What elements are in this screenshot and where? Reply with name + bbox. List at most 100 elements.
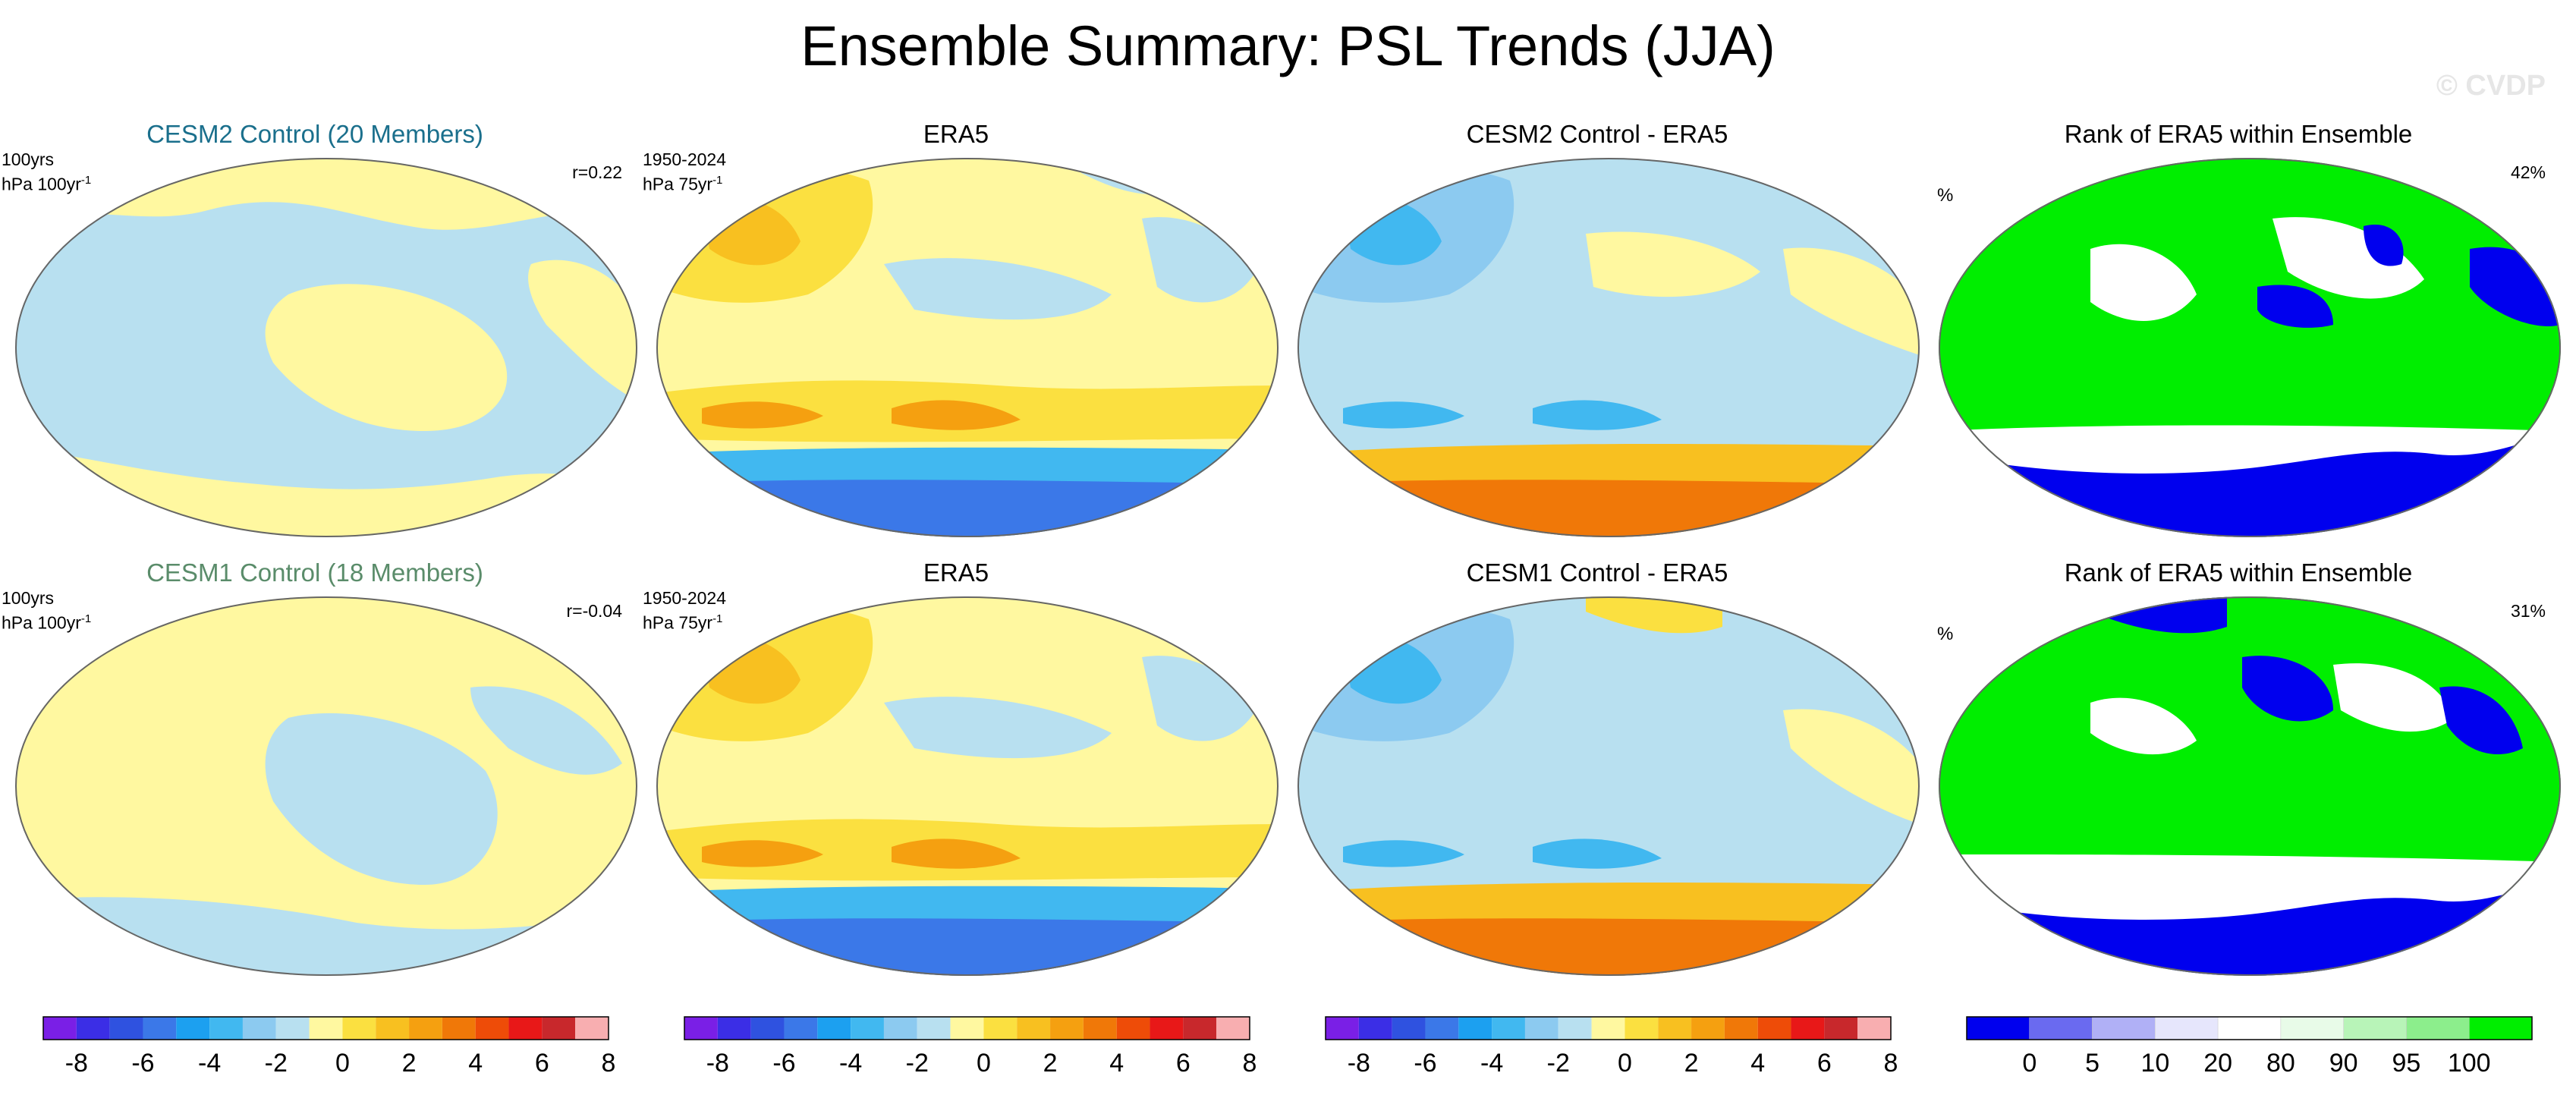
positive-trend-region bbox=[528, 260, 637, 401]
units-label: % bbox=[1937, 624, 1954, 644]
units-label: hPa 100yr-1 bbox=[2, 612, 92, 633]
colorbar-tick-label: -2 bbox=[1547, 1049, 1570, 1076]
positive-trend-region bbox=[1297, 480, 1920, 537]
left-label: 1950-2024 hPa 75yr-1 bbox=[643, 587, 726, 634]
colorbar-swatch bbox=[883, 1017, 917, 1040]
colorbar-swatch bbox=[950, 1017, 984, 1040]
colorbar-swatch bbox=[1116, 1017, 1150, 1040]
panel-title: CESM2 Control (20 Members) bbox=[146, 120, 483, 148]
colorbar-tick-label: 2 bbox=[402, 1049, 417, 1076]
colorbar-swatch bbox=[1857, 1017, 1891, 1040]
panel-title: CESM1 Control (18 Members) bbox=[146, 559, 483, 587]
colorbar-swatch bbox=[409, 1017, 442, 1040]
colorbar-swatch bbox=[1326, 1017, 1359, 1040]
colorbar-swatch bbox=[2343, 1016, 2407, 1040]
colorbar-tick-label: -6 bbox=[1414, 1049, 1436, 1076]
colorbar-swatch bbox=[1216, 1017, 1250, 1040]
rank-region bbox=[2364, 225, 2404, 266]
colorbar-swatch bbox=[917, 1017, 951, 1040]
colorbar-swatch bbox=[717, 1017, 751, 1040]
colorbar-swatch bbox=[109, 1017, 143, 1040]
colorbar-tick-label: -6 bbox=[772, 1049, 795, 1076]
colorbar-tick-label: -8 bbox=[706, 1049, 729, 1076]
colorbar-swatch bbox=[2029, 1016, 2093, 1040]
colorbar-svg: -8 -6 -4 -2 0 2 4 6 8 bbox=[1325, 1016, 1898, 1078]
colorbar-swatch bbox=[1558, 1017, 1592, 1040]
colorbar-svg: 0 5 10 20 80 90 95 100 bbox=[1966, 1016, 2533, 1078]
colorbar-swatch bbox=[1625, 1017, 1659, 1040]
panel-row1-diff: CESM2 Control - ERA5 bbox=[1282, 120, 1920, 537]
colorbar-swatch bbox=[2092, 1016, 2156, 1040]
colorbar-tick-label: 6 bbox=[535, 1049, 549, 1076]
colorbar-swatch bbox=[1966, 1016, 2030, 1040]
rank-region bbox=[2272, 217, 2424, 299]
colorbar-swatch bbox=[176, 1017, 210, 1040]
colorbar-tick-label: 8 bbox=[1243, 1049, 1257, 1076]
colorbar-svg: -8 -6 -4 -2 0 2 4 6 8 bbox=[42, 1016, 615, 1078]
colorbar-tick-label: -8 bbox=[65, 1049, 88, 1076]
colorbar-swatch bbox=[1083, 1017, 1117, 1040]
colorbar-tick-label: 8 bbox=[1884, 1049, 1898, 1076]
colorbar-swatch bbox=[442, 1017, 476, 1040]
negative-trend-region bbox=[1343, 840, 1464, 867]
colorbar-tick-label: 100 bbox=[2448, 1049, 2491, 1076]
negative-trend-region bbox=[656, 918, 1279, 976]
colorbar-swatch bbox=[1691, 1017, 1725, 1040]
colorbar-swatch bbox=[376, 1017, 410, 1040]
panel-row2-diff: CESM1 Control - ERA5 bbox=[1282, 559, 1920, 976]
panel-row1-obs: ERA5 1950-2024 hPa 75yr-1 bbox=[641, 120, 1279, 537]
colorbar-tick-label: 6 bbox=[1176, 1049, 1190, 1076]
colorbar-tick-label: -4 bbox=[839, 1049, 862, 1076]
colorbar-swatch bbox=[817, 1017, 851, 1040]
colorbar-swatch bbox=[76, 1017, 110, 1040]
colorbar-swatch bbox=[1392, 1017, 1426, 1040]
negative-trend-region bbox=[265, 713, 498, 885]
colorbar-swatch bbox=[750, 1017, 785, 1040]
colorbar-swatch bbox=[1791, 1017, 1825, 1040]
units-label: hPa 75yr-1 bbox=[643, 612, 723, 633]
colorbar-tick-label: 80 bbox=[2266, 1049, 2295, 1076]
rank-region bbox=[2333, 663, 2455, 732]
rank-percentage: 31% bbox=[2510, 601, 2546, 621]
colorbar-swatch bbox=[1524, 1017, 1558, 1040]
colorbar-tick-label: 4 bbox=[1750, 1049, 1765, 1076]
colorbar-swatch bbox=[2217, 1016, 2282, 1040]
negative-trend-region bbox=[1533, 839, 1662, 869]
map-row2-obs bbox=[656, 596, 1279, 976]
units-label: hPa 100yr-1 bbox=[2, 174, 92, 194]
colorbar-swatch bbox=[1150, 1017, 1184, 1040]
colorbar-tick-label: 2 bbox=[1043, 1049, 1058, 1076]
colorbar-swatch bbox=[2468, 1016, 2533, 1040]
map-row1-diff bbox=[1297, 158, 1920, 537]
map-row1-obs bbox=[656, 158, 1279, 537]
negative-trend-region bbox=[1142, 656, 1256, 741]
panel-row2-rank: Rank of ERA5 within Ensemble % 31% bbox=[1923, 559, 2561, 976]
positive-trend-region bbox=[1783, 709, 1920, 824]
colorbar-swatch bbox=[209, 1017, 243, 1040]
colorbar-tick-label: 20 bbox=[2203, 1049, 2232, 1076]
colorbar-swatch bbox=[1183, 1017, 1217, 1040]
colorbar-tick-label: 2 bbox=[1684, 1049, 1699, 1076]
colorbar-swatch bbox=[143, 1017, 177, 1040]
colorbar-tick-label: -2 bbox=[906, 1049, 929, 1076]
colorbar-swatch bbox=[983, 1017, 1018, 1040]
positive-trend-region bbox=[1586, 596, 1722, 634]
colorbar-swatch bbox=[1658, 1017, 1692, 1040]
period-label: 100yrs bbox=[2, 149, 55, 169]
period-label: 1950-2024 bbox=[643, 588, 726, 608]
colorbar-swatch bbox=[1017, 1017, 1051, 1040]
positive-trend-region bbox=[702, 840, 823, 867]
colorbar-swatch bbox=[342, 1017, 376, 1040]
colorbar-swatch bbox=[275, 1017, 310, 1040]
colorbar-tick-label: 5 bbox=[2085, 1049, 2099, 1076]
panel-title: CESM2 Control - ERA5 bbox=[1466, 120, 1728, 148]
colorbar-tick-label: 4 bbox=[468, 1049, 483, 1076]
colorbar-tick-label: -4 bbox=[198, 1049, 221, 1076]
rank-region bbox=[2439, 686, 2523, 755]
negative-trend-region bbox=[470, 686, 622, 775]
colorbar-trend-2: -8 -6 -4 -2 0 2 4 6 8 bbox=[683, 1015, 1260, 1080]
colorbar-swatch bbox=[1425, 1017, 1459, 1040]
positive-trend-region bbox=[1297, 918, 1920, 976]
negative-trend-region bbox=[884, 258, 1112, 320]
positive-trend-region bbox=[702, 401, 823, 429]
